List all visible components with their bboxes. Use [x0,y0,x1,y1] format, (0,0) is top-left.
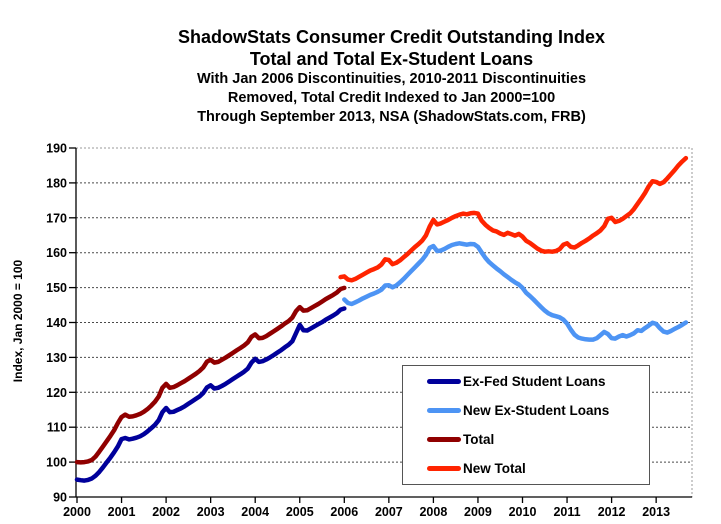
y-tick-label: 180 [46,176,67,190]
legend-swatch-total [427,437,461,442]
x-tick-label: 2011 [553,505,580,519]
x-tick-label: 2006 [330,505,358,519]
y-tick-label: 160 [46,246,67,260]
x-tick-label: 2004 [241,505,269,519]
legend-label: New Total [463,461,526,476]
chart-title-block: ShadowStats Consumer Credit Outstanding … [70,26,713,127]
chart-title-line2: Total and Total Ex-Student Loans [249,49,534,69]
x-tick-label: 2009 [464,505,492,519]
x-tick-label: 2008 [419,505,447,519]
chart-subtitle-line3: Through September 2013, NSA (ShadowStats… [197,109,586,125]
x-tick-label: 2000 [63,505,91,519]
series-line-total [74,285,347,465]
x-tick-label: 2012 [598,505,626,519]
y-tick-label: 150 [46,281,67,295]
legend-label: New Ex-Student Loans [463,403,610,418]
legend-label: Ex-Fed Student Loans [463,374,606,389]
legend-swatch-new-total [427,466,461,471]
legend-label: Total [463,432,495,447]
x-tick-label: 2005 [286,505,314,519]
x-tick-label: 2001 [108,505,136,519]
legend-swatch-new-ex-student-loans [427,408,461,413]
y-axis-label: Index, Jan 2000 = 100 [11,259,25,383]
y-tick-label: 120 [46,386,67,400]
y-tick-label: 190 [46,142,67,156]
y-tick-label: 140 [46,316,67,330]
legend-item-new-total: New Total [427,454,649,483]
series-line-new-total [338,155,689,283]
chart-subtitle-line1: With Jan 2006 Discontinuities, 2010-2011… [196,71,587,87]
legend-item-ex-fed-student-loans: Ex-Fed Student Loans [427,367,649,396]
y-tick-label: 130 [46,351,67,365]
x-tick-label: 2003 [197,505,225,519]
series-line-ex-fed-student-loans [74,306,347,483]
legend-item-total: Total [427,425,649,454]
series-line-new-ex-student-loans [342,241,689,342]
legend-swatch-ex-fed-student-loans [427,379,461,384]
chart-subtitle-line2: Removed, Total Credit Indexed to Jan 200… [227,90,556,106]
x-tick-label: 2010 [509,505,537,519]
y-tick-label: 110 [47,421,67,435]
y-tick-label: 100 [46,456,67,470]
chart-legend: Ex-Fed Student Loans New Ex-Student Loan… [402,365,650,485]
x-tick-label: 2013 [642,505,670,519]
y-tick-label: 90 [53,491,67,505]
legend-item-new-ex-student-loans: New Ex-Student Loans [427,396,649,425]
chart-title-line1: ShadowStats Consumer Credit Outstanding … [177,27,606,47]
y-tick-label: 170 [46,211,67,225]
x-tick-label: 2007 [375,505,403,519]
x-tick-label: 2002 [152,505,180,519]
